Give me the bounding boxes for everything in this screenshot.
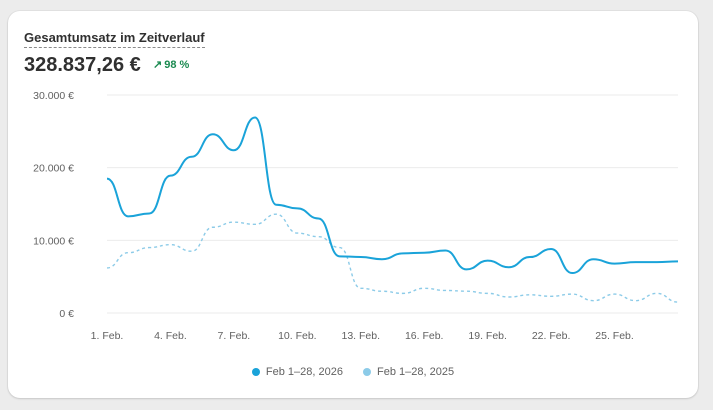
x-tick-label: 1. Feb. — [91, 330, 124, 342]
x-tick-label: 16. Feb. — [405, 330, 444, 342]
series-line-current[interactable] — [106, 116, 679, 275]
arrow-up-right-icon: ↗ — [153, 59, 163, 71]
sales-over-time-card: Gesamtumsatz im Zeitverlauf 328.837,26 €… — [8, 11, 698, 398]
legend-label: Feb 1–28, 2025 — [377, 366, 455, 378]
grid — [107, 94, 678, 314]
x-tick-label: 19. Feb. — [468, 330, 507, 342]
card-title[interactable]: Gesamtumsatz im Zeitverlauf — [24, 30, 205, 48]
total-sales-value: 328.837,26 € — [24, 54, 141, 76]
y-tick-label: 20.000 € — [33, 163, 74, 175]
delta-badge: ↗ 98 % — [153, 59, 189, 72]
series-line-previous[interactable] — [106, 213, 679, 303]
series — [106, 116, 679, 303]
x-axis: 1. Feb. 4. Feb. 7. Feb. 10. Feb. 13. Feb. 16.… — [91, 330, 634, 342]
x-tick-label: 10. Feb. — [278, 330, 317, 342]
y-axis: 0 € 10.000 € 20.000 € 30.000 € — [33, 90, 74, 320]
legend-label: Feb 1–28, 2026 — [265, 366, 343, 378]
x-tick-label: 25. Feb. — [595, 330, 634, 342]
x-tick-label: 7. Feb. — [218, 330, 251, 342]
line-chart: 0 € 10.000 € 20.000 € 30.000 € 1. Feb. 4. Fe… — [33, 90, 679, 342]
legend-dot-icon — [363, 368, 371, 376]
legend-item-current[interactable]: Feb 1–28, 2026 — [251, 366, 343, 378]
x-tick-label: 13. Feb. — [342, 330, 381, 342]
legend-dot-icon — [251, 368, 260, 376]
y-tick-label: 30.000 € — [33, 90, 74, 102]
chart-legend: Feb 1–28, 2026 Feb 1–28, 2025 — [8, 366, 698, 378]
x-tick-label: 4. Feb. — [154, 330, 187, 342]
legend-item-previous[interactable]: Feb 1–28, 2025 — [363, 366, 454, 378]
y-tick-label: 10.000 € — [33, 235, 74, 247]
y-tick-label: 0 € — [59, 308, 74, 320]
x-tick-label: 22. Feb. — [532, 330, 571, 342]
delta-value: 98 % — [164, 59, 190, 71]
